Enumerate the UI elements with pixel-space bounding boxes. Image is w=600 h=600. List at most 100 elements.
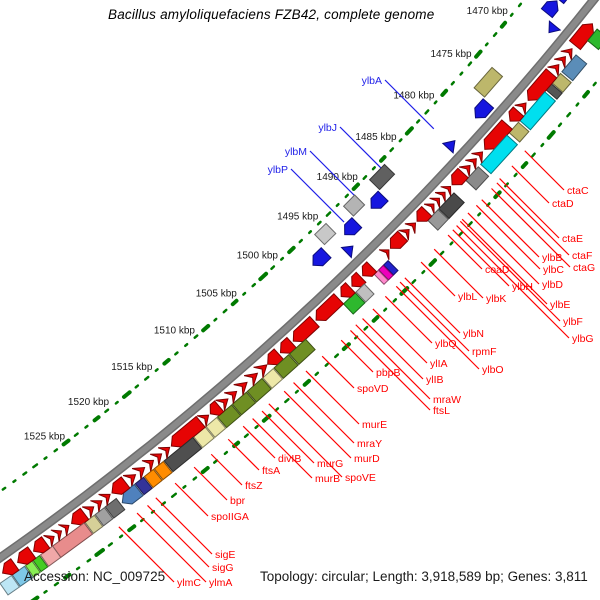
gene-glyph[interactable] <box>586 28 600 51</box>
gene-glyph[interactable] <box>378 249 390 260</box>
gene-label-murB[interactable]: murB <box>315 473 340 485</box>
gene-glyph[interactable] <box>233 381 248 396</box>
gene-glyph[interactable] <box>474 98 495 119</box>
gene-label-spoVE[interactable]: spoVE <box>345 472 376 484</box>
gene-glyph[interactable] <box>361 261 378 277</box>
gene-glyph[interactable] <box>514 102 527 115</box>
gene-glyph[interactable] <box>33 536 51 554</box>
gene-glyph[interactable] <box>465 166 490 191</box>
gene-label-coaD[interactable]: coaD <box>485 264 510 276</box>
gene-glyph[interactable] <box>377 264 394 281</box>
gene-label-rpmF[interactable]: rpmF <box>472 346 497 358</box>
gene-glyph[interactable] <box>90 500 103 512</box>
gene-label-ylmC[interactable]: ylmC <box>177 577 201 589</box>
gene-label-ylbG[interactable]: ylbG <box>572 333 594 345</box>
gene-glyph[interactable] <box>262 367 284 390</box>
gene-label-ctaD[interactable]: ctaD <box>552 198 574 210</box>
gene-glyph[interactable] <box>153 460 173 481</box>
gene-glyph[interactable] <box>215 398 229 412</box>
gene-glyph[interactable] <box>344 216 363 236</box>
gene-glyph[interactable] <box>561 54 588 82</box>
gene-label-spoVD[interactable]: spoVD <box>357 383 389 395</box>
gene-label-pbpB[interactable]: pbpB <box>376 367 401 379</box>
gene-label-murD[interactable]: murD <box>354 453 380 465</box>
gene-glyph[interactable] <box>273 354 299 380</box>
gene-glyph[interactable] <box>267 348 285 366</box>
gene-glyph[interactable] <box>94 506 114 527</box>
gene-label-murE[interactable]: murE <box>362 419 387 431</box>
gene-glyph[interactable] <box>231 391 257 416</box>
gene-glyph[interactable] <box>205 416 227 439</box>
gene-label-ftsA[interactable]: ftsA <box>262 465 280 477</box>
gene-glyph[interactable] <box>71 507 90 526</box>
gene-glyph[interactable] <box>404 222 417 234</box>
gene-glyph[interactable] <box>342 292 366 315</box>
gene-glyph[interactable] <box>134 476 153 496</box>
gene-label-ylbD[interactable]: ylbD <box>542 279 563 291</box>
gene-glyph[interactable] <box>315 293 345 322</box>
gene-label-bpr[interactable]: bpr <box>230 495 246 507</box>
gene-glyph[interactable] <box>451 167 469 186</box>
gene-glyph[interactable] <box>568 23 595 51</box>
gene-glyph[interactable] <box>416 205 433 222</box>
gene-glyph[interactable] <box>368 163 396 191</box>
gene-glyph[interactable] <box>441 139 456 154</box>
gene-label-ctaF[interactable]: ctaF <box>572 250 592 262</box>
gene-glyph[interactable] <box>479 134 519 175</box>
gene-glyph[interactable] <box>50 529 63 542</box>
gene-glyph[interactable] <box>351 271 367 288</box>
gene-label-sigE[interactable]: sigE <box>215 549 235 561</box>
gene-label-ftsZ[interactable]: ftsZ <box>245 480 263 492</box>
gene-glyph[interactable] <box>473 66 504 98</box>
gene-glyph[interactable] <box>163 436 203 473</box>
gene-label-mraY[interactable]: mraY <box>357 438 382 450</box>
gene-glyph[interactable] <box>209 400 225 416</box>
gene-glyph[interactable] <box>196 414 210 427</box>
gene-label-ylbC[interactable]: ylbC <box>543 264 564 276</box>
gene-glyph[interactable] <box>312 246 332 267</box>
gene-glyph[interactable] <box>398 228 410 241</box>
gene-label-ylbP[interactable]: ylbP <box>268 164 288 176</box>
gene-glyph[interactable] <box>2 558 20 576</box>
gene-glyph[interactable] <box>58 524 70 537</box>
gene-glyph[interactable] <box>483 119 514 150</box>
gene-glyph[interactable] <box>382 259 399 276</box>
gene-glyph[interactable] <box>548 20 562 34</box>
gene-label-ylbQ[interactable]: ylbQ <box>435 338 457 350</box>
gene-label-ylbN[interactable]: ylbN <box>463 328 484 340</box>
gene-glyph[interactable] <box>370 190 389 209</box>
gene-glyph[interactable] <box>170 415 206 448</box>
gene-glyph[interactable] <box>526 68 558 101</box>
gene-label-ylbM[interactable]: ylbM <box>285 146 307 158</box>
gene-glyph[interactable] <box>0 574 21 596</box>
gene-glyph[interactable] <box>104 497 126 519</box>
gene-glyph[interactable] <box>313 222 337 246</box>
gene-glyph[interactable] <box>471 151 484 164</box>
gene-glyph[interactable] <box>246 377 272 403</box>
gene-glyph[interactable] <box>253 364 268 378</box>
gene-glyph[interactable] <box>243 372 259 387</box>
gene-glyph[interactable] <box>340 281 356 298</box>
gene-glyph[interactable] <box>342 194 366 217</box>
gene-glyph[interactable] <box>17 546 37 565</box>
gene-label-spoIIGA[interactable]: spoIIGA <box>211 511 249 523</box>
gene-glyph[interactable] <box>540 0 559 19</box>
gene-label-ylIB[interactable]: ylIB <box>426 374 444 386</box>
gene-label-ylbF[interactable]: ylbF <box>563 316 583 328</box>
gene-label-divIB[interactable]: divIB <box>278 453 301 465</box>
gene-label-ylbH[interactable]: ylbH <box>512 281 533 293</box>
gene-label-ylbB[interactable]: ylbB <box>542 252 562 264</box>
gene-glyph[interactable] <box>157 446 171 459</box>
gene-glyph[interactable] <box>224 390 238 404</box>
gene-glyph[interactable] <box>288 338 316 366</box>
gene-label-ctaC[interactable]: ctaC <box>567 185 589 197</box>
gene-glyph[interactable] <box>131 466 146 480</box>
gene-label-sigG[interactable]: sigG <box>212 562 234 574</box>
gene-glyph[interactable] <box>519 91 557 131</box>
gene-label-ylbO[interactable]: ylbO <box>482 364 504 376</box>
gene-glyph[interactable] <box>279 336 298 354</box>
gene-glyph[interactable] <box>508 106 525 122</box>
gene-label-ylbL[interactable]: ylbL <box>458 291 477 303</box>
gene-label-ylbJ[interactable]: ylbJ <box>318 122 337 134</box>
gene-label-ylIA[interactable]: ylIA <box>430 358 448 370</box>
